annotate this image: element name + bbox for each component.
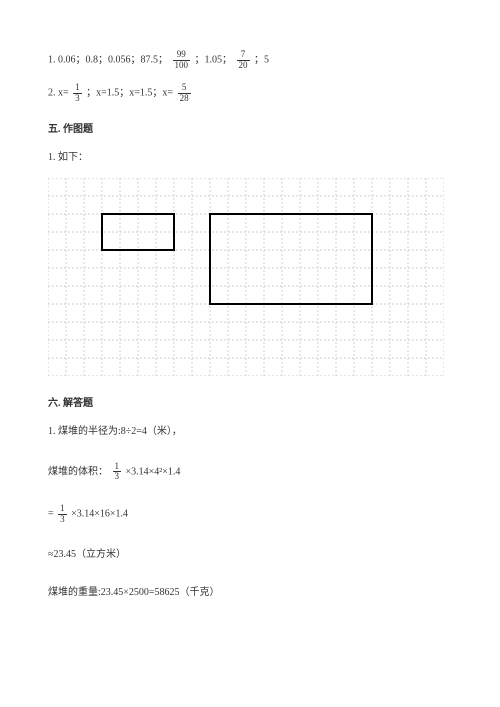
item-5-1: 1. 如下： (48, 150, 452, 166)
a1-prefix: 1. 0.06；0.8；0.056；87.5； (48, 55, 168, 66)
grid-figure (48, 178, 452, 376)
section-6-title: 六. 解答题 (48, 396, 452, 412)
volume-line-2: = 1 3 ×3.14×16×1.4 (48, 504, 452, 525)
grid-svg (48, 178, 444, 376)
answer-line-2: 2. x= 1 3 ；x=1.5；x=1.5；x= 5 28 (48, 83, 452, 104)
section-5-title: 五. 作图题 (48, 122, 452, 138)
item-6-1: 1. 煤堆的半径为:8÷2=4（米）， (48, 424, 452, 440)
frac-1-3-a: 1 3 (73, 83, 82, 104)
vol-label: 煤堆的体积： (48, 466, 108, 477)
frac-5-28: 5 28 (178, 83, 191, 104)
a1-suffix: ；5 (254, 55, 269, 66)
frac-1-3-b: 1 3 (113, 462, 122, 483)
answer-line-1: 1. 0.06；0.8；0.056；87.5； 99 100 ；1.05； 7 … (48, 50, 452, 71)
frac-7-20: 7 20 (237, 50, 250, 71)
frac-99-100: 99 100 (173, 50, 191, 71)
volume-line-1: 煤堆的体积： 1 3 ×3.14×4²×1.4 (48, 462, 452, 483)
a1-mid: ；1.05； (195, 55, 233, 66)
frac-1-3-c: 1 3 (58, 504, 67, 525)
weight-line: 煤堆的重量:23.45×2500=58625（千克） (48, 585, 452, 601)
approx-line: ≈23.45（立方米） (48, 547, 452, 563)
a2-mid: ；x=1.5；x=1.5；x= (86, 87, 173, 98)
vol-expr-1: ×3.14×4²×1.4 (126, 466, 181, 477)
a2-prefix: 2. x= (48, 87, 69, 98)
eq-sign: = (48, 509, 54, 520)
vol-expr-2: ×3.14×16×1.4 (71, 509, 128, 520)
